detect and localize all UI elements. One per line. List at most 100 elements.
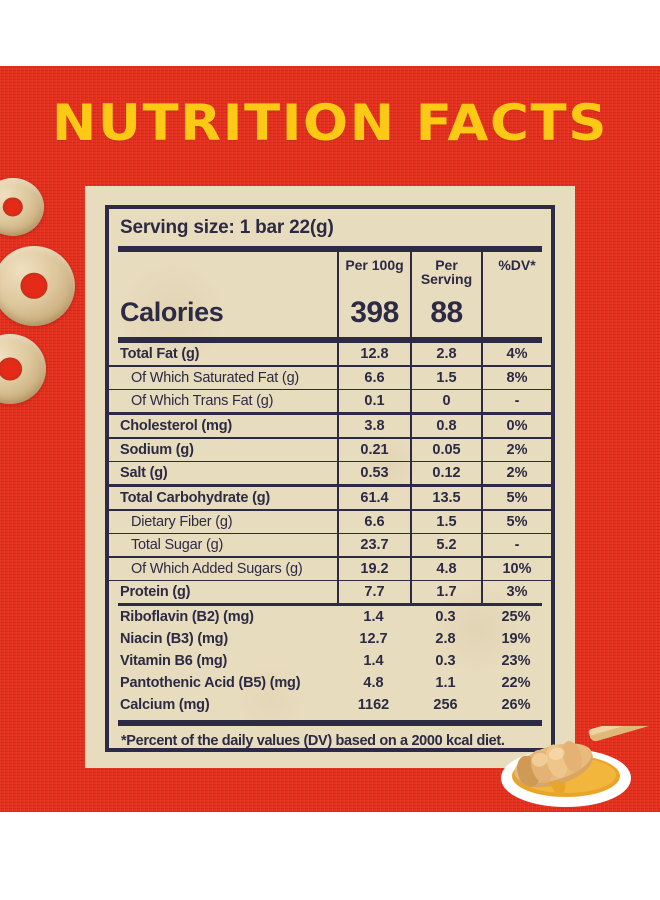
divider-heavy bbox=[118, 246, 542, 252]
column-header-per-serving: Per Serving bbox=[420, 257, 473, 288]
nutrient-dv: - bbox=[481, 390, 551, 412]
nutrient-per-100g: 0.1 bbox=[337, 390, 410, 412]
micronutrient-name: Vitamin B6 (mg) bbox=[120, 653, 228, 669]
table-row: Of Which Saturated Fat (g) 6.6 1.5 8% bbox=[109, 366, 551, 389]
micronutrient-per-serving: 1.1 bbox=[435, 675, 456, 691]
table-row: Dietary Fiber (g) 6.6 1.5 5% bbox=[109, 510, 551, 533]
table-row: Vitamin B6 (mg) 1.4 0.3 23% bbox=[109, 650, 551, 672]
nutrient-dv: 8% bbox=[481, 366, 551, 389]
calories-band: Calories Per 100g 398 Per Serving 88 %DV… bbox=[109, 252, 551, 337]
table-row: Sodium (g) 0.21 0.05 2% bbox=[109, 438, 551, 461]
nutrient-dv: 5% bbox=[481, 487, 551, 509]
micronutrient-dv: 23% bbox=[501, 653, 531, 669]
column-per-serving: Per Serving 88 bbox=[410, 252, 481, 337]
micronutrient-dv: 25% bbox=[501, 609, 531, 625]
table-row: Cholesterol (mg) 3.8 0.8 0% bbox=[109, 415, 551, 437]
nutrient-dv: 2% bbox=[481, 438, 551, 461]
table-row: Riboflavin (B2) (mg) 1.4 0.3 25% bbox=[109, 606, 551, 628]
micronutrient-per-100g: 12.7 bbox=[359, 631, 388, 647]
table-row: Pantothenic Acid (B5) (mg) 4.8 1.1 22% bbox=[109, 672, 551, 694]
table-row: Protein (g) 7.7 1.7 3% bbox=[109, 581, 551, 603]
nutrient-name: Dietary Fiber (g) bbox=[131, 513, 233, 530]
micronutrient-rows: Riboflavin (B2) (mg) 1.4 0.3 25% Niacin (B3)… bbox=[109, 606, 551, 716]
divider bbox=[109, 412, 551, 415]
footnote: *Percent of the daily values (DV) based … bbox=[121, 733, 505, 749]
nutrient-name: Total Carbohydrate (g) bbox=[120, 490, 271, 506]
cereal-ring-icon bbox=[0, 246, 75, 326]
nutrient-name: Of Which Added Sugars (g) bbox=[131, 560, 303, 577]
micronutrient-per-serving: 0.3 bbox=[435, 653, 456, 669]
nutrient-rows: Total Fat (g) 12.8 2.8 4% Of Which Saturated… bbox=[109, 343, 551, 603]
honey-dipper-bowl-icon bbox=[492, 726, 660, 812]
micronutrient-name: Riboflavin (B2) (mg) bbox=[120, 609, 254, 625]
table-row: Total Sugar (g) 23.7 5.2- bbox=[109, 534, 551, 556]
nutrient-per-serving: 4.8 bbox=[410, 557, 481, 580]
nutrient-per-100g: 6.6 bbox=[337, 366, 410, 389]
nutrient-name: Sodium (g) bbox=[120, 441, 194, 458]
divider bbox=[109, 484, 551, 487]
divider-medium bbox=[118, 603, 542, 606]
nutrient-dv: 0% bbox=[481, 415, 551, 437]
nutrient-per-serving: 0 bbox=[410, 390, 481, 412]
nutrient-name: Of Which Saturated Fat (g) bbox=[131, 369, 300, 386]
nutrient-dv: 10% bbox=[481, 557, 551, 580]
divider-heavy bbox=[118, 337, 542, 343]
nutrient-per-serving: 5.2 bbox=[410, 534, 481, 556]
calories-per-100g-value: 398 bbox=[350, 296, 399, 329]
nutrient-name: Protein (g) bbox=[120, 584, 191, 600]
nutrient-per-100g: 61.4 bbox=[337, 487, 410, 509]
nutrient-per-100g: 6.6 bbox=[337, 510, 410, 533]
nutrient-per-100g: 0.53 bbox=[337, 462, 410, 484]
nutrition-facts-table: Serving size: 1 bar 22(g) Calories Per 1… bbox=[105, 205, 555, 752]
nutrient-per-serving: 1.7 bbox=[410, 581, 481, 603]
divider bbox=[109, 579, 551, 581]
table-row: Of Which Added Sugars (g) 19.2 4.8 10% bbox=[109, 557, 551, 580]
divider-heavy bbox=[118, 720, 542, 726]
table-row: Total Carbohydrate (g) 61.4 13.5 5% bbox=[109, 487, 551, 509]
nutrient-per-serving: 1.5 bbox=[410, 366, 481, 389]
column-per-100g: Per 100g 398 bbox=[337, 252, 410, 337]
nutrient-per-100g: 12.8 bbox=[337, 343, 410, 365]
table-row: Total Fat (g) 12.8 2.8 4% bbox=[109, 343, 551, 365]
micronutrient-per-serving: 256 bbox=[433, 697, 458, 713]
micronutrient-name: Niacin (B3) (mg) bbox=[120, 631, 228, 647]
nutrient-dv: 3% bbox=[481, 581, 551, 603]
nutrient-per-serving: 0.12 bbox=[410, 462, 481, 484]
nutrient-dv: 5% bbox=[481, 510, 551, 533]
nutrient-per-serving: 1.5 bbox=[410, 510, 481, 533]
table-row: Calcium (mg) 1162 256 26% bbox=[109, 694, 551, 716]
divider bbox=[109, 509, 551, 511]
micronutrient-per-100g: 4.8 bbox=[363, 675, 384, 691]
calories-label-cell: Calories bbox=[109, 252, 337, 337]
divider bbox=[109, 532, 551, 534]
nutrient-dv: 4% bbox=[481, 343, 551, 365]
micronutrient-name: Calcium (mg) bbox=[120, 697, 210, 713]
nutrient-per-serving: 13.5 bbox=[410, 487, 481, 509]
table-row: Salt (g) 0.53 0.12 2% bbox=[109, 462, 551, 484]
nutrient-per-100g: 23.7 bbox=[337, 534, 410, 556]
nutrient-name: Cholesterol (mg) bbox=[120, 418, 232, 434]
nutrition-panel: Serving size: 1 bar 22(g) Calories Per 1… bbox=[85, 186, 575, 768]
nutrient-per-100g: 7.7 bbox=[337, 581, 410, 603]
page-title: NUTRITION FACTS bbox=[51, 94, 609, 152]
nutrient-name: Total Sugar (g) bbox=[131, 537, 224, 553]
nutrient-per-serving: 0.05 bbox=[410, 438, 481, 461]
micronutrient-per-100g: 1162 bbox=[357, 697, 390, 713]
nutrient-name: Total Fat (g) bbox=[120, 346, 200, 362]
micronutrient-per-serving: 2.8 bbox=[435, 631, 456, 647]
micronutrient-name: Pantothenic Acid (B5) (mg) bbox=[120, 675, 301, 691]
column-header-dv: %DV* bbox=[498, 257, 536, 273]
calories-label: Calories bbox=[120, 297, 224, 327]
nutrient-per-serving: 2.8 bbox=[410, 343, 481, 365]
divider bbox=[109, 388, 551, 390]
micronutrient-per-100g: 1.4 bbox=[363, 609, 384, 625]
divider bbox=[109, 365, 551, 367]
nutrient-dv: - bbox=[481, 534, 551, 556]
micronutrient-dv: 22% bbox=[501, 675, 531, 691]
nutrient-name: Salt (g) bbox=[120, 465, 168, 481]
column-daily-value: %DV* bbox=[481, 252, 551, 337]
micronutrient-per-100g: 1.4 bbox=[363, 653, 384, 669]
divider bbox=[109, 437, 551, 439]
calories-per-serving-value: 88 bbox=[430, 296, 463, 329]
nutrient-name: Of Which Trans Fat (g) bbox=[131, 393, 274, 409]
